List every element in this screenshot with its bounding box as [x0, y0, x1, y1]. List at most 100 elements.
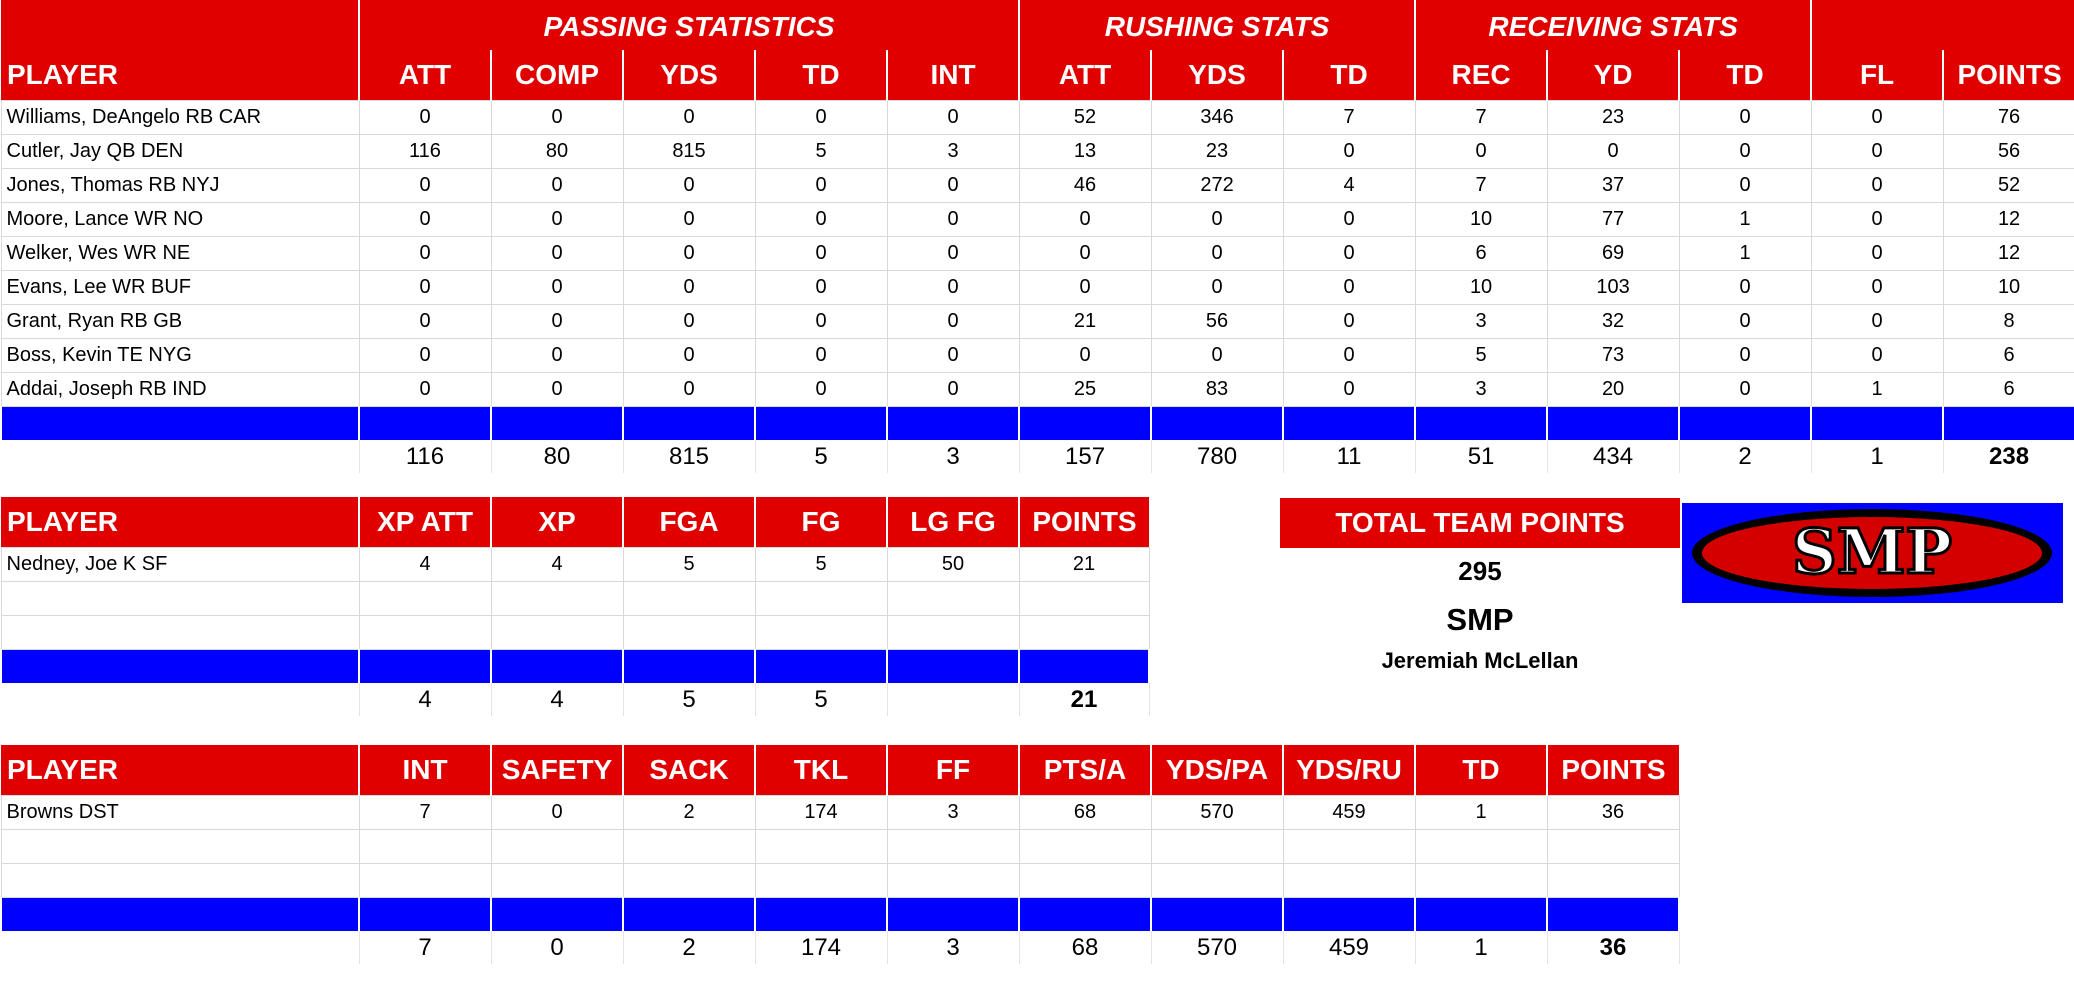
stat-cell-td: 0	[1282, 304, 1416, 339]
stat-cell-yds: 0	[622, 236, 756, 271]
separator-cell	[885, 406, 1021, 440]
stat-cell-yds: 0	[622, 372, 756, 407]
stat-cell-fga	[622, 581, 756, 616]
column-header-lg-fg: LG FG	[887, 497, 1020, 548]
table-row: Boss, Kevin TE NYG 0 0 0 0 0 0 0 0 5 73 0 0 6	[0, 338, 2074, 373]
stat-cell-points	[1546, 863, 1680, 898]
stat-cell-comp: 0	[490, 372, 624, 407]
totals-label-cell	[1, 931, 360, 964]
stat-cell-yds-ru	[1282, 863, 1416, 898]
separator-cell	[358, 649, 492, 683]
stat-cell-yds-pa	[1150, 863, 1284, 898]
stat-cell-yds: 56	[1150, 304, 1284, 339]
stat-cell-fl: 0	[1810, 202, 1944, 237]
separator-cell	[1018, 649, 1150, 683]
column-header-row: PLAYER ATT COMP YDS TD INT ATT YDS TD REC YD TD FL PO…	[1, 50, 2074, 101]
stat-cell-fl: 0	[1810, 134, 1944, 169]
stat-cell-points: 6	[1942, 338, 2074, 373]
stat-cell-td: 0	[1678, 304, 1812, 339]
stat-cell-points	[1018, 581, 1150, 616]
column-header-td: TD	[755, 50, 888, 101]
separator-cell	[0, 897, 360, 931]
column-header-points: POINTS	[1957, 59, 2062, 90]
stat-cell-yd: 73	[1546, 338, 1680, 373]
column-header-td: TD	[1679, 50, 1813, 101]
totals-row: 7 0 2 174 3 68 570 459 1 36	[1, 931, 1680, 964]
total-cell-td: 11	[1283, 440, 1416, 473]
stat-cell-td: 0	[1678, 168, 1812, 203]
stat-cell-att: 25	[1018, 372, 1152, 407]
stat-cell-att: 0	[358, 100, 492, 135]
stat-cell-points: 8	[1942, 304, 2074, 339]
total-cell-td: 5	[755, 440, 888, 473]
stat-cell-yd: 23	[1546, 100, 1680, 135]
stat-cell-yd: 69	[1546, 236, 1680, 271]
total-cell-yd: 434	[1547, 440, 1680, 473]
separator-cell	[1282, 406, 1417, 440]
column-header-fga: FGA	[623, 497, 756, 548]
stat-cell-att: 0	[1018, 338, 1152, 373]
stat-cell-int: 0	[886, 202, 1020, 237]
stat-cell-td: 0	[754, 338, 888, 373]
separator-cell	[1546, 897, 1680, 931]
stat-cell-att: 0	[358, 236, 492, 271]
stat-cell-comp: 0	[490, 168, 624, 203]
group-header-row: PASSING STATISTICS RUSHING STATS RECEIVI…	[1, 0, 2074, 50]
table-row: Williams, DeAngelo RB CAR 0 0 0 0 0 52 346 7 7 23 0…	[0, 100, 2074, 135]
separator-cell	[754, 649, 888, 683]
stat-cell-rec: 3	[1414, 304, 1548, 339]
table-row	[0, 581, 1150, 616]
player-name-cell: Grant, Ryan RB GB	[0, 304, 360, 339]
stat-cell-rec: 0	[1414, 134, 1548, 169]
table-row: Jones, Thomas RB NYJ 0 0 0 0 0 46 272 4 7 37 0 0 52	[0, 168, 2074, 203]
stat-cell-td: 0	[754, 304, 888, 339]
stat-cell-int	[358, 829, 492, 864]
stat-cell-lg-fg: 50	[886, 547, 1020, 582]
stat-cell-yds: 23	[1150, 134, 1284, 169]
column-header-player: PLAYER	[1, 50, 360, 101]
stat-cell-yds: 0	[622, 304, 756, 339]
smp-logo-image: SMP	[1692, 509, 2052, 597]
separator-cell	[1282, 897, 1416, 931]
total-cell-xp-att: 4	[359, 683, 492, 716]
stat-cell-points: 6	[1942, 372, 2074, 407]
stat-cell-yds: 0	[1150, 338, 1284, 373]
stat-cell-yd: 77	[1546, 202, 1680, 237]
column-header-sack: SACK	[623, 745, 756, 796]
stat-cell-td: 7	[1282, 100, 1416, 135]
stat-cell-comp: 0	[490, 304, 624, 339]
total-cell-xp: 4	[491, 683, 624, 716]
stat-cell-int: 0	[886, 236, 1020, 271]
stat-cell-td: 0	[1678, 372, 1812, 407]
stat-cell-td: 4	[1282, 168, 1416, 203]
stat-cell-points: 21	[1018, 547, 1150, 582]
stat-cell-sack	[622, 863, 756, 898]
stat-cell-int: 3	[886, 134, 1020, 169]
separator-cell	[622, 649, 756, 683]
separator-cell	[754, 897, 888, 931]
player-name-cell: Cutler, Jay QB DEN	[0, 134, 360, 169]
stat-cell-td: 0	[754, 236, 888, 271]
stat-cell-int: 0	[886, 304, 1020, 339]
separator-cell	[490, 406, 624, 440]
stat-cell-att: 0	[358, 270, 492, 305]
stat-cell-points: 12	[1942, 236, 2074, 271]
player-name-cell: Nedney, Joe K SF	[0, 547, 360, 582]
table-row: Cutler, Jay QB DEN 116 80 815 5 3 13 23 0 0 0 0 0 56	[0, 134, 2074, 169]
stat-cell-fl: 0	[1810, 168, 1944, 203]
separator-cell	[754, 406, 888, 440]
column-header-player: PLAYER	[1, 745, 360, 796]
total-cell-yds: 780	[1151, 440, 1284, 473]
stat-cell-yd: 103	[1546, 270, 1680, 305]
stat-cell-fl: 0	[1810, 236, 1944, 271]
column-header-pts-a: PTS/A	[1019, 745, 1152, 796]
stat-cell-safety	[490, 863, 624, 898]
separator-cell	[0, 649, 360, 683]
stat-cell-rec: 3	[1414, 372, 1548, 407]
stat-cell-points: 52	[1942, 168, 2074, 203]
stat-cell-yds: 0	[622, 100, 756, 135]
stat-cell-points: 76	[1942, 100, 2074, 135]
total-cell-sack: 2	[623, 931, 756, 964]
stat-cell-fl: 0	[1810, 304, 1944, 339]
stat-cell-yds-ru: 459	[1282, 795, 1416, 830]
